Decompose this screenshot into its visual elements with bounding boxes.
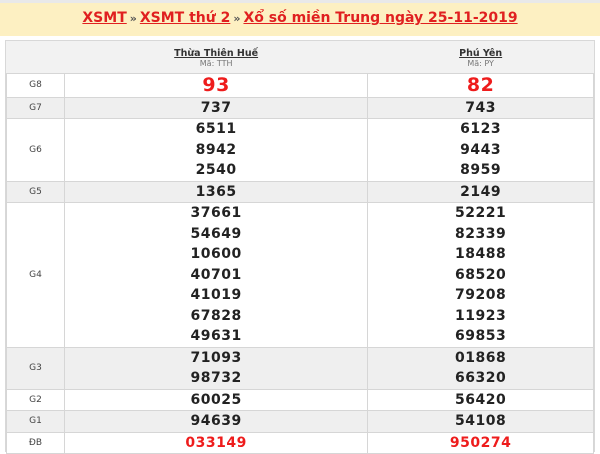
prize-cell: 60025 [63, 388, 369, 411]
province-header: Thừa Thiên Huế Mã: TTH [64, 41, 368, 73]
province-code: Mã: TTH [199, 59, 233, 69]
prize-cell: 94639 [63, 410, 369, 433]
prize-number: 2149 [460, 183, 502, 200]
prize-cell: 2149 [367, 180, 594, 203]
prize-number: 18488 [455, 246, 507, 262]
prize-number: 737 [200, 99, 232, 116]
prize-cell: 6511 8942 2540 [63, 118, 369, 182]
prize-cell: 1365 [63, 180, 369, 203]
prize-cell: 033149 [63, 431, 369, 454]
prize-number: 41019 [190, 287, 242, 303]
province-code: Mã: PY [467, 59, 494, 69]
prize-number: 68520 [455, 266, 507, 283]
prize-label: G1 [6, 410, 65, 433]
province-header: Phú Yên Mã: PY [367, 41, 594, 73]
prize-number: 71093 [190, 349, 242, 366]
breadcrumb-link-xsmt-thu-2[interactable]: XSMT thứ 2 [139, 10, 231, 26]
prize-number: 66320 [455, 370, 507, 386]
prize-number: 743 [465, 99, 496, 116]
prize-cell: 950274 [367, 431, 594, 454]
prize-label: G6 [6, 118, 65, 182]
prize-number: 033149 [185, 434, 247, 451]
prize-number: 8959 [460, 162, 502, 178]
breadcrumb: XSMT» XSMT thứ 2» Xổ số miền Trung ngày 25… [0, 3, 600, 36]
results-table: Thừa Thiên Huế Mã: TTH Phú Yên Mã: PY G8 93… [6, 41, 594, 454]
breadcrumb-separator: » [129, 12, 137, 25]
header-row: Thừa Thiên Huế Mã: TTH Phú Yên Mã: PY [6, 41, 594, 73]
prize-cell: 56420 [367, 388, 594, 411]
prize-number: 11923 [455, 307, 507, 324]
prize-number: 54108 [455, 413, 507, 429]
prize-number: 40701 [190, 266, 242, 283]
prize-number: 94639 [190, 413, 242, 429]
prize-row: G6 6511 8942 2540 6123 9443 8959 [6, 118, 594, 182]
prize-label: G3 [6, 346, 65, 390]
breadcrumb-link-current[interactable]: Xổ số miền Trung ngày 25-11-2019 [243, 10, 518, 26]
results-table-container: Thừa Thiên Huế Mã: TTH Phú Yên Mã: PY G8 93… [5, 40, 595, 454]
prize-number: 49631 [190, 328, 242, 344]
top-strip [0, 0, 600, 4]
prize-label: G8 [6, 72, 65, 98]
prize-number: 98732 [190, 370, 242, 386]
prize-number: 2540 [195, 162, 237, 178]
prize-label: G2 [6, 388, 65, 411]
prize-label: G5 [6, 180, 65, 203]
prize-cell: 37661 54649 10600 40701 41019 67828 49631 [63, 202, 369, 348]
prize-row: G7 737 743 [6, 96, 594, 119]
prize-label: G4 [6, 202, 65, 348]
prize-number: 79208 [455, 287, 507, 303]
prize-number: 69853 [455, 328, 507, 344]
breadcrumb-link-xsmt[interactable]: XSMT [82, 10, 127, 26]
prize-number: 37661 [190, 205, 242, 221]
prize-cell: 6123 9443 8959 [367, 118, 594, 182]
prize-row: G3 71093 98732 01868 66320 [6, 346, 594, 390]
province-link[interactable]: Thừa Thiên Huế [174, 48, 259, 60]
prize-row: G2 60025 56420 [6, 388, 594, 411]
prize-number: 01868 [455, 349, 507, 366]
prize-number: 67828 [190, 307, 242, 324]
prize-number: 56420 [455, 391, 507, 408]
breadcrumb-separator: » [233, 12, 241, 25]
prize-row: G1 94639 54108 [6, 410, 594, 433]
prize-number: 950274 [449, 434, 512, 451]
prize-cell: 743 [367, 96, 594, 119]
prize-cell: 52221 82339 18488 68520 79208 11923 69853 [367, 202, 594, 348]
prize-row: ĐB 033149 950274 [6, 431, 594, 454]
prize-row: G8 93 82 [6, 72, 594, 98]
prize-label: ĐB [6, 431, 65, 454]
prize-label: G7 [6, 96, 65, 119]
header-blank [6, 41, 65, 73]
prize-cell: 82 [367, 72, 594, 98]
prize-number: 82339 [455, 225, 507, 242]
prize-cell: 54108 [367, 410, 594, 433]
prize-number: 8942 [195, 141, 237, 158]
prize-number: 60025 [190, 391, 242, 408]
prize-cell: 01868 66320 [367, 346, 594, 390]
prize-number: 10600 [190, 246, 242, 262]
prize-number: 9443 [460, 141, 502, 158]
prize-cell: 737 [63, 96, 369, 119]
prize-number: 1365 [195, 183, 237, 200]
prize-number: 54649 [190, 225, 242, 242]
prize-number: 6123 [460, 121, 502, 137]
province-link[interactable]: Phú Yên [459, 48, 503, 60]
prize-cell: 71093 98732 [63, 346, 369, 390]
prize-cell: 93 [63, 72, 369, 98]
prize-number: 93 [202, 73, 230, 96]
prize-number: 82 [466, 73, 495, 96]
prize-row: G4 37661 54649 10600 40701 41019 67828 49631 522… [6, 202, 594, 348]
prize-number: 6511 [195, 121, 237, 137]
prize-row: G5 1365 2149 [6, 180, 594, 203]
prize-number: 52221 [455, 205, 507, 221]
